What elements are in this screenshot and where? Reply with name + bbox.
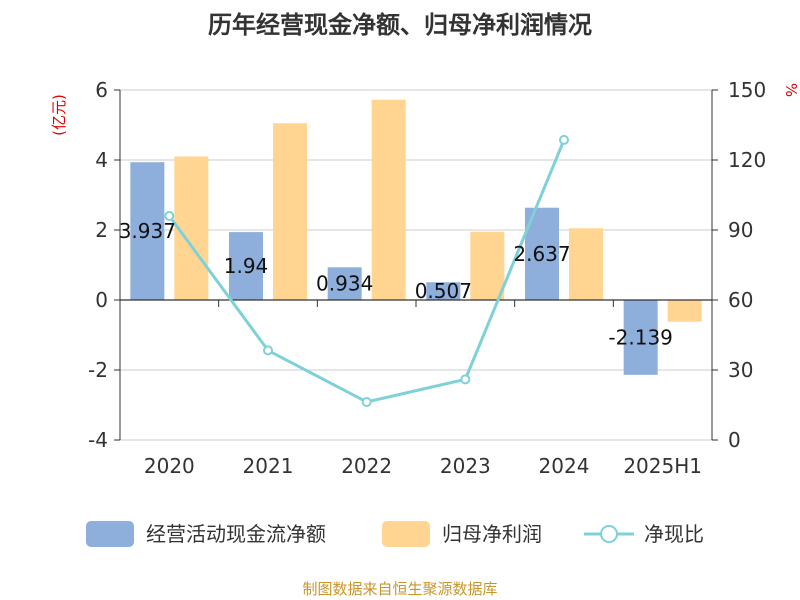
y-left-unit: (亿元) xyxy=(50,94,68,136)
data-label: 0.507 xyxy=(415,279,472,303)
x-tick-label: 2022 xyxy=(341,454,392,478)
bar-cashflow xyxy=(623,300,658,375)
x-tick-label: 2024 xyxy=(539,454,590,478)
data-labels: 3.937 1.94 0.934 0.507 2.637 -2.139 xyxy=(119,219,673,349)
ratio-point xyxy=(361,396,372,407)
data-label: 1.94 xyxy=(224,254,269,278)
legend-swatch xyxy=(382,521,430,547)
bar-cashflow xyxy=(426,282,461,300)
y-left-tick-label: -4 xyxy=(88,428,108,452)
x-tick-label: 2021 xyxy=(243,454,294,478)
ratio-point xyxy=(263,345,273,356)
chart-title: 历年经营现金净额、归母净利润情况 xyxy=(208,11,592,39)
legend: 经营活动现金流净额 归母净利润 净现比 xyxy=(86,521,704,547)
legend-swatch xyxy=(86,521,134,547)
grid xyxy=(120,89,712,441)
bar-netprofit xyxy=(371,99,406,300)
axes: 6 4 2 0 -2 -4 150 120 90 60 30 0 2020 2021 2022 2023 202… xyxy=(50,78,800,478)
bar-netprofit xyxy=(569,228,603,300)
y-left-tick-label: 2 xyxy=(95,218,108,242)
y-right-tick-label: 30 xyxy=(728,358,753,382)
x-tick-label: 2020 xyxy=(144,454,195,478)
y-right-tick-label: 150 xyxy=(728,78,766,102)
y-right-tick-label: 90 xyxy=(728,218,753,242)
data-label: 3.937 xyxy=(119,219,176,243)
data-label: 2.637 xyxy=(513,242,570,266)
data-label: 0.934 xyxy=(316,272,373,296)
y-right-tick-label: 0 xyxy=(728,428,741,452)
bar-cashflow xyxy=(327,267,362,300)
y-left-tick-label: 0 xyxy=(95,288,108,312)
ratio-point xyxy=(164,211,175,221)
bar-netprofit xyxy=(470,231,505,300)
legend-label: 净现比 xyxy=(644,522,704,546)
y-right-unit: % xyxy=(782,83,800,97)
bar-netprofit xyxy=(273,123,307,300)
bar-cashflow xyxy=(229,232,263,300)
line-layer xyxy=(164,134,569,407)
x-tick-label: 2025H1 xyxy=(623,454,702,478)
legend-label: 经营活动现金流净额 xyxy=(146,522,326,546)
bar-layer xyxy=(130,99,702,375)
x-tick-label: 2023 xyxy=(440,454,491,478)
y-left-tick-label: -2 xyxy=(88,358,108,382)
ratio-point xyxy=(559,134,569,145)
source-note: 制图数据来自恒生聚源数据库 xyxy=(302,580,497,598)
bar-netprofit xyxy=(667,300,702,322)
ratio-point xyxy=(460,374,471,385)
legend-marker xyxy=(600,525,618,543)
y-right-tick-label: 60 xyxy=(728,288,753,312)
data-label: -2.139 xyxy=(608,325,672,349)
y-left-tick-label: 6 xyxy=(95,78,108,102)
y-left-tick-label: 4 xyxy=(95,148,108,172)
legend-label: 归母净利润 xyxy=(442,522,542,546)
bar-cashflow xyxy=(130,162,165,300)
y-right-tick-label: 120 xyxy=(728,148,766,172)
